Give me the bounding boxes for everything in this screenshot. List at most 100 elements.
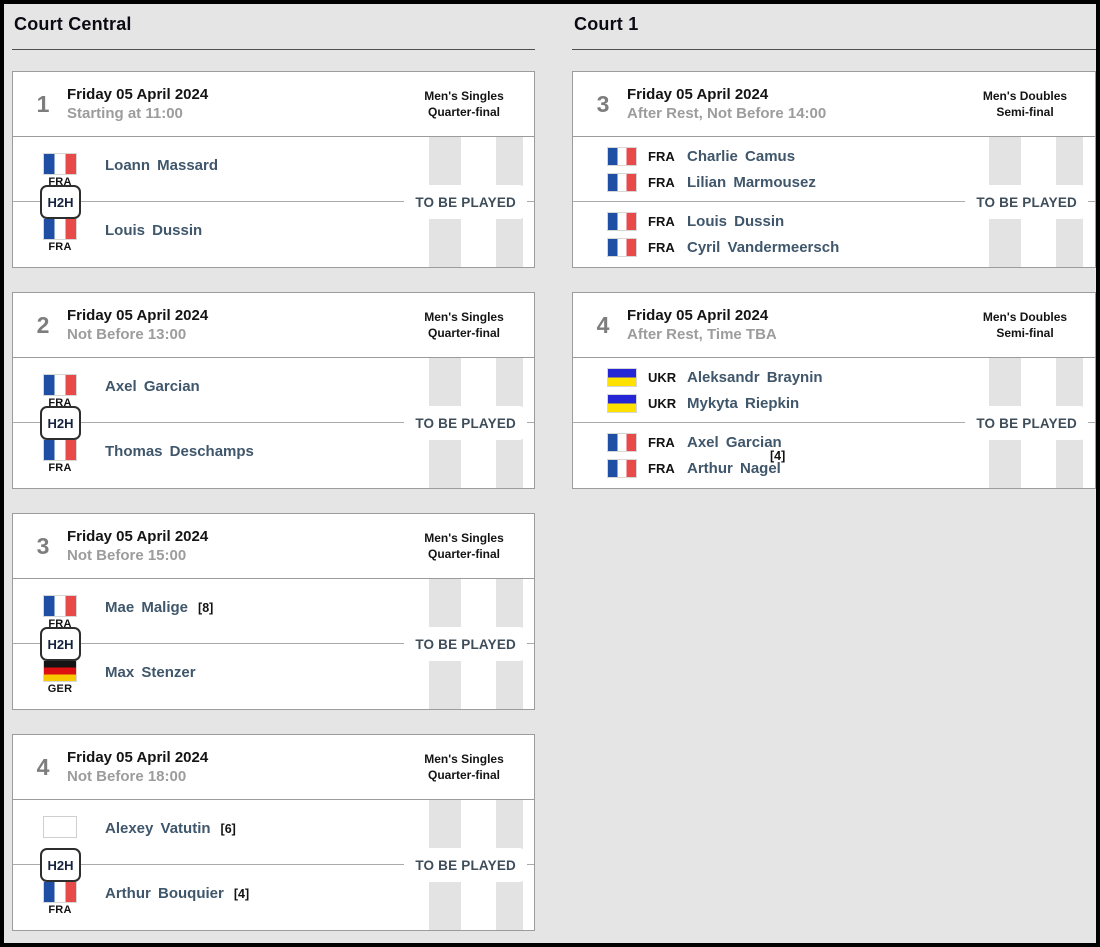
- match-when: Friday 05 April 2024 Not Before 13:00: [58, 306, 400, 345]
- country-code: FRA: [48, 240, 72, 253]
- team-row: FRA Axel Garcian FRA Arthur Nagel [4]: [573, 423, 1095, 488]
- match-card: 4 Friday 05 April 2024 After Rest, Time …: [572, 292, 1096, 489]
- team-player: FRA Charlie Camus: [607, 147, 816, 166]
- player-name[interactable]: Mae Malige: [105, 599, 189, 616]
- match-body: FRA Charlie Camus FRA Lilian Marmousez: [573, 137, 1095, 267]
- h2h-button[interactable]: H2H: [40, 185, 81, 219]
- player-name[interactable]: Thomas Deschamps: [105, 443, 254, 460]
- match-time: After Rest, Not Before 14:00: [627, 105, 827, 122]
- players-divider: [13, 422, 534, 423]
- team-player: FRA Lilian Marmousez: [607, 173, 816, 192]
- player-name[interactable]: Mykyta Riepkin: [687, 395, 800, 412]
- player-name[interactable]: Louis Dussin: [687, 213, 785, 230]
- country-code: FRA: [48, 903, 72, 916]
- player-row: FRA Loann Massard: [13, 137, 534, 202]
- match-time: Not Before 13:00: [67, 326, 187, 343]
- match-date: Friday 05 April 2024: [67, 748, 209, 766]
- player-name[interactable]: Aleksandr Braynin: [687, 369, 823, 386]
- player-name[interactable]: Cyril Vandermeersch: [687, 239, 840, 256]
- flag-block: FRA: [42, 880, 78, 917]
- match-when: Friday 05 April 2024 Starting at 11:00: [58, 85, 400, 124]
- country-code: FRA: [648, 240, 675, 255]
- match-card: 3 Friday 05 April 2024 After Rest, Not B…: [572, 71, 1096, 268]
- team-row: FRA Charlie Camus FRA Lilian Marmousez: [573, 137, 1095, 202]
- h2h-button[interactable]: H2H: [40, 848, 81, 882]
- fra-flag-icon: [43, 438, 77, 461]
- flag-block: GER: [42, 659, 78, 696]
- team-players: UKR Aleksandr Braynin UKR Mykyta Riepkin: [607, 368, 823, 413]
- event-round: Quarter-final: [427, 547, 500, 561]
- match-event: Men's Doubles Semi-final: [961, 88, 1095, 120]
- h2h-button[interactable]: H2H: [40, 627, 81, 661]
- flag-block: FRA: [42, 373, 78, 410]
- player-name[interactable]: Max Stenzer: [105, 664, 196, 681]
- country-code: UKR: [648, 370, 677, 385]
- player-row: FRA Arthur Bouquier [4]: [13, 865, 534, 930]
- match-event: Men's Singles Quarter-final: [400, 88, 534, 120]
- h2h-button[interactable]: H2H: [40, 406, 81, 440]
- team-players: FRA Axel Garcian FRA Arthur Nagel: [607, 433, 782, 478]
- court-title-divider: [12, 49, 535, 50]
- flag-block: FRA: [42, 594, 78, 631]
- player-name[interactable]: Arthur Nagel: [687, 460, 781, 477]
- players-divider: [573, 422, 1095, 423]
- player-name[interactable]: Axel Garcian: [687, 434, 782, 451]
- fra-flag-icon: [607, 459, 637, 478]
- event-round: Semi-final: [996, 105, 1054, 119]
- fra-flag-icon: [43, 217, 77, 240]
- player-name[interactable]: Arthur Bouquier: [105, 885, 224, 902]
- match-time: After Rest, Time TBA: [627, 326, 777, 343]
- event-name: Men's Singles: [424, 751, 504, 766]
- player-row: GER Max Stenzer: [13, 644, 534, 709]
- team-seed: [4]: [770, 448, 786, 463]
- match-when: Friday 05 April 2024 Not Before 18:00: [58, 748, 400, 787]
- match-date: Friday 05 April 2024: [67, 527, 209, 545]
- country-code: FRA: [48, 461, 72, 474]
- match-number: 2: [36, 311, 50, 338]
- players-divider: [13, 201, 534, 202]
- country-code: FRA: [648, 435, 675, 450]
- match-header: 3 Friday 05 April 2024 After Rest, Not B…: [573, 72, 1095, 137]
- team-player: UKR Aleksandr Braynin: [607, 368, 823, 387]
- player-row: Alexey Vatutin [6]: [13, 800, 534, 865]
- court-title-divider: [572, 49, 1096, 50]
- country-code: FRA: [48, 396, 72, 409]
- team-player: UKR Mykyta Riepkin: [607, 394, 823, 413]
- player-name[interactable]: Alexey Vatutin: [105, 820, 211, 837]
- status-badge: TO BE PLAYED: [965, 185, 1088, 219]
- match-date: Friday 05 April 2024: [67, 306, 209, 324]
- player-name[interactable]: Loann Massard: [105, 157, 219, 174]
- team-player: FRA Arthur Nagel: [607, 459, 782, 478]
- status-badge: TO BE PLAYED: [965, 406, 1088, 440]
- match-card: 2 Friday 05 April 2024 Not Before 13:00 …: [12, 292, 535, 489]
- fra-flag-icon: [607, 173, 637, 192]
- match-header: 2 Friday 05 April 2024 Not Before 13:00 …: [13, 293, 534, 358]
- player-name[interactable]: Charlie Camus: [687, 148, 796, 165]
- players-divider: [13, 643, 534, 644]
- fra-flag-icon: [43, 594, 77, 617]
- event-name: Men's Doubles: [982, 309, 1068, 324]
- match-body: Alexey Vatutin [6] FRA Arthur Bouquier […: [13, 800, 534, 930]
- fra-flag-icon: [43, 880, 77, 903]
- match-event: Men's Singles Quarter-final: [400, 751, 534, 783]
- team-row: UKR Aleksandr Braynin UKR Mykyta Riepkin: [573, 358, 1095, 423]
- flag-block: FRA: [42, 438, 78, 475]
- team-player: FRA Cyril Vandermeersch: [607, 238, 839, 257]
- match-event: Men's Singles Quarter-final: [400, 530, 534, 562]
- player-name[interactable]: Lilian Marmousez: [687, 174, 816, 191]
- match-number: 1: [36, 90, 50, 117]
- match-when: Friday 05 April 2024 After Rest, Not Bef…: [618, 85, 961, 124]
- player-row: FRA Axel Garcian: [13, 358, 534, 423]
- fra-flag-icon: [43, 373, 77, 396]
- status-badge: TO BE PLAYED: [404, 406, 527, 440]
- player-seed: [6]: [220, 821, 236, 836]
- match-body: FRA Loann Massard FRA Louis Dussin H2H T…: [13, 137, 534, 267]
- player-name[interactable]: Axel Garcian: [105, 378, 200, 395]
- match-date: Friday 05 April 2024: [627, 85, 769, 103]
- match-number: 4: [36, 753, 50, 780]
- match-card: 1 Friday 05 April 2024 Starting at 11:00…: [12, 71, 535, 268]
- match-number: 3: [36, 532, 50, 559]
- player-name[interactable]: Louis Dussin: [105, 222, 203, 239]
- flag-block: FRA: [42, 152, 78, 189]
